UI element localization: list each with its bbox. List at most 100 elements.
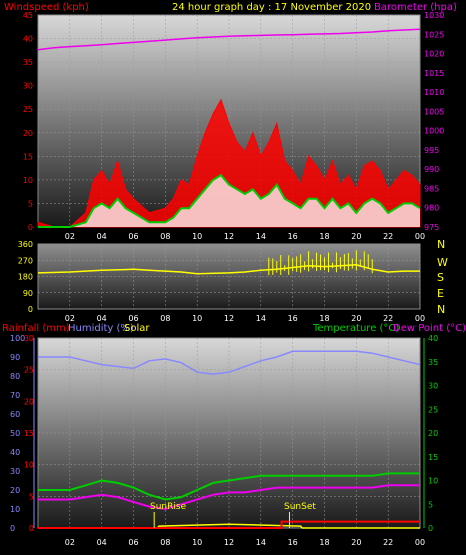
rainfall-y-tick-label: 15: [24, 429, 34, 438]
wind-y-tick-label: 35: [23, 58, 33, 67]
humidity-y-tick-label: 70: [10, 391, 20, 400]
wind-y-tick-label: 20: [23, 129, 33, 138]
humidity-y-tick-label: 100: [10, 334, 25, 343]
wind-dir-label-w: W: [437, 256, 448, 269]
time-tick-label: 16: [288, 538, 298, 547]
time-tick-label: 08: [160, 314, 170, 323]
humidity-y-tick-label: 50: [10, 429, 20, 438]
time-tick-label: 04: [97, 538, 107, 547]
wind-dir-label-e: E: [437, 287, 444, 300]
temp-plot: [38, 350, 421, 529]
axis-labels: 0510152025303540459759809859909951000100…: [10, 11, 444, 547]
time-tick-label: 06: [128, 232, 138, 241]
wind-average-line: [38, 173, 421, 228]
humidity-y-tick-label: 40: [10, 448, 20, 457]
time-tick-label: 22: [383, 232, 393, 241]
rainfall-y-tick-label: 10: [24, 461, 34, 470]
temperature-y-tick-label: 25: [428, 405, 438, 414]
barometer-y-tick-label: 1025: [424, 30, 444, 39]
time-tick-label: 16: [288, 232, 298, 241]
temperature-y-tick-label: 40: [428, 334, 438, 343]
chart-title: 24 hour graph day : 17 November 2020: [172, 2, 371, 13]
time-tick-label: 06: [128, 538, 138, 547]
direction-plot: [37, 250, 420, 276]
wind-y-tick-label: 0: [28, 223, 33, 232]
temperature-axis-title: Temperature (°C): [312, 323, 399, 334]
time-tick-label: 02: [65, 232, 75, 241]
time-tick-label: 08: [160, 232, 170, 241]
time-tick-label: 02: [65, 538, 75, 547]
humidity-line: [38, 350, 421, 375]
barometer-y-tick-label: 980: [424, 204, 439, 213]
time-tick-label: 14: [256, 538, 266, 547]
barometer-y-tick-label: 1030: [424, 11, 444, 20]
temperature-line: [38, 472, 420, 501]
time-tick-label: 14: [256, 232, 266, 241]
wind-y-tick-label: 25: [23, 105, 33, 114]
temperature-y-tick-label: 0: [428, 524, 433, 533]
dewpoint-line: [38, 484, 420, 511]
time-tick-label: 10: [192, 314, 202, 323]
time-tick-label: 22: [383, 538, 393, 547]
wind-direction-line: [37, 264, 420, 275]
barometer-y-tick-label: 1010: [424, 88, 444, 97]
time-tick-label: 10: [192, 538, 202, 547]
time-tick-label: 20: [351, 314, 361, 323]
temperature-y-tick-label: 35: [428, 358, 438, 367]
temperature-y-tick-label: 10: [428, 477, 438, 486]
windspeed-axis-title: Windspeed (kph): [4, 2, 89, 13]
wind-y-tick-label: 5: [28, 199, 33, 208]
time-tick-label: 18: [319, 538, 329, 547]
rainfall-axis-title: Rainfall (mm): [2, 323, 70, 334]
time-tick-label: 04: [97, 232, 107, 241]
dewpoint-axis-title: Dew Point (°C): [393, 323, 466, 334]
time-tick-label: 22: [383, 314, 393, 323]
barometer-y-tick-label: 985: [424, 184, 439, 193]
barometer-y-tick-label: 995: [424, 146, 439, 155]
humidity-y-tick-label: 10: [10, 505, 20, 514]
time-tick-label: 12: [224, 314, 234, 323]
rainfall-y-tick-label: 5: [29, 492, 34, 501]
wind-plot: [37, 28, 421, 228]
solar-axis-title: Solar: [124, 323, 150, 334]
time-tick-label: 08: [160, 538, 170, 547]
time-tick-label: 10: [192, 232, 202, 241]
barometer-y-tick-label: 1020: [424, 50, 444, 59]
time-tick-label: 02: [65, 314, 75, 323]
rainfall-y-tick-label: 0: [29, 524, 34, 533]
direction-y-tick-label: 360: [18, 240, 33, 249]
sunset-label: SunSet: [284, 502, 316, 512]
barometer-line: [37, 28, 421, 51]
humidity-y-tick-label: 60: [10, 410, 20, 419]
direction-y-tick-label: 270: [18, 256, 33, 265]
direction-y-tick-label: 90: [23, 289, 33, 298]
direction-y-tick-label: 180: [18, 273, 33, 282]
wind-dir-label-n-bottom: N: [437, 303, 445, 316]
temperature-y-tick-label: 15: [428, 453, 438, 462]
sunrise-label: SunRise: [150, 502, 187, 512]
barometer-y-tick-label: 1005: [424, 107, 444, 116]
time-tick-label: 06: [128, 314, 138, 323]
wind-y-tick-label: 15: [23, 152, 33, 161]
time-tick-label: 20: [351, 538, 361, 547]
wind-y-tick-label: 30: [23, 82, 33, 91]
time-tick-label: 12: [224, 538, 234, 547]
temperature-y-tick-label: 5: [428, 500, 433, 509]
time-tick-label: 14: [256, 314, 266, 323]
wind-y-tick-label: 40: [23, 35, 33, 44]
humidity-y-tick-label: 20: [10, 486, 20, 495]
rainfall-y-tick-label: 30: [24, 334, 34, 343]
time-tick-label: 12: [224, 232, 234, 241]
barometer-axis-title: Barometer (hpa): [374, 2, 457, 13]
time-tick-label: 00: [415, 232, 425, 241]
rainfall-y-tick-label: 20: [24, 397, 34, 406]
humidity-y-tick-label: 0: [10, 524, 15, 533]
rainfall-y-tick-label: 25: [24, 366, 34, 375]
wind-dir-label-n-top: N: [437, 238, 445, 251]
temperature-y-tick-label: 20: [428, 429, 438, 438]
rainfall-line: [38, 520, 420, 529]
time-tick-label: 16: [288, 314, 298, 323]
wind-y-tick-label: 45: [23, 11, 33, 20]
barometer-y-tick-label: 975: [424, 223, 439, 232]
